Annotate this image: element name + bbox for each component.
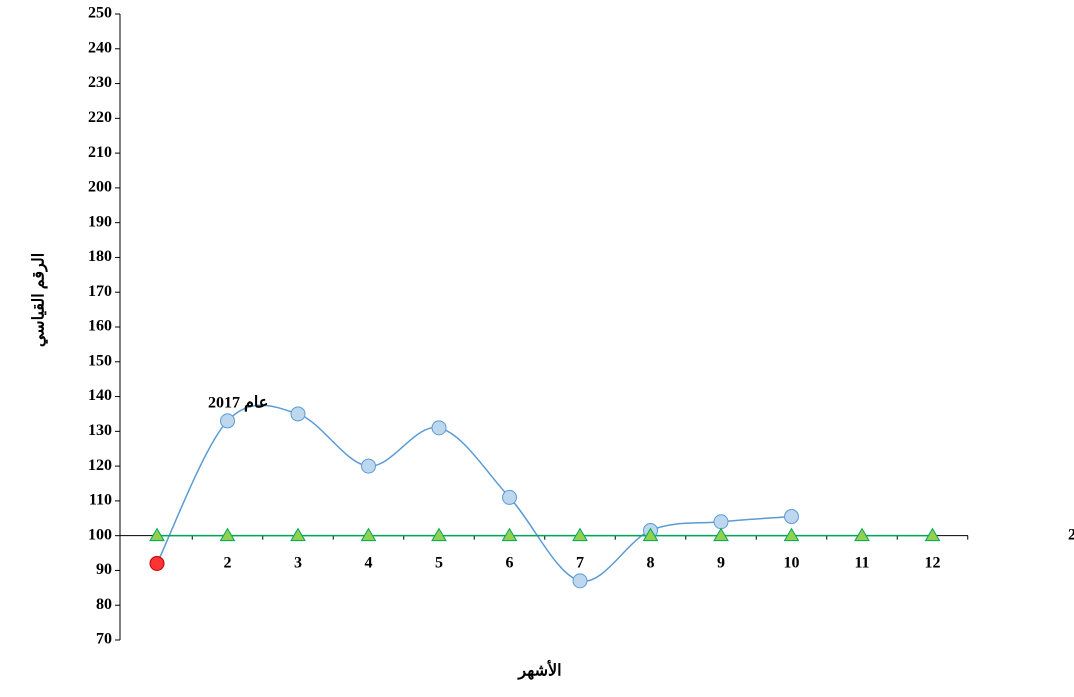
series-label: عام 2017	[208, 395, 268, 413]
point	[713, 527, 729, 542]
y-tick-label: 160	[88, 318, 112, 335]
y-tick-label: 250	[88, 5, 112, 22]
point	[924, 527, 941, 542]
x-tick-label: 12	[925, 554, 941, 571]
x-tick-label: 8	[647, 554, 655, 571]
x-tick-label: 4	[365, 554, 373, 571]
y-tick-label: 200	[88, 179, 112, 196]
point	[713, 514, 729, 530]
y-tick-label: 70	[96, 631, 112, 648]
series-label: عام 2016	[1068, 526, 1074, 544]
series-line	[156, 404, 792, 582]
point	[572, 573, 588, 589]
y-axis-label: الرقم القياسي	[31, 253, 49, 347]
y-tick-label: 80	[96, 596, 112, 613]
x-axis-label: الأشهر	[517, 660, 561, 681]
point	[642, 527, 659, 542]
y-tick-label: 220	[88, 109, 112, 126]
y-tick-label: 180	[88, 248, 112, 265]
x-tick-label: 5	[435, 554, 443, 571]
point	[149, 555, 165, 571]
x-tick-label: 6	[506, 554, 514, 571]
y-tick-label: 150	[88, 352, 112, 369]
point	[784, 509, 799, 525]
point	[431, 420, 447, 436]
point	[290, 527, 306, 542]
y-tick-label: 110	[89, 492, 112, 509]
point	[290, 406, 306, 422]
x-tick-label: 9	[717, 554, 725, 571]
y-tick-label: 100	[88, 526, 112, 543]
point	[783, 527, 800, 542]
x-tick-label: 10	[784, 554, 800, 571]
point	[361, 458, 376, 474]
point	[572, 527, 588, 542]
y-tick-label: 170	[88, 283, 112, 300]
y-tick-label: 190	[88, 213, 112, 230]
point	[431, 527, 447, 542]
point	[854, 527, 870, 542]
point	[501, 527, 518, 542]
y-tick-label: 120	[88, 457, 112, 474]
point	[220, 413, 235, 429]
y-tick-label: 240	[88, 39, 112, 56]
y-tick-label: 210	[88, 144, 112, 161]
point	[149, 527, 165, 542]
point	[219, 527, 236, 542]
x-tick-label: 3	[294, 554, 302, 571]
y-tick-label: 90	[96, 561, 112, 578]
y-tick-label: 130	[88, 422, 112, 439]
point	[502, 489, 517, 505]
point	[360, 527, 377, 542]
x-tick-label: 7	[576, 554, 584, 571]
y-tick-label: 140	[88, 387, 112, 404]
x-tick-label: 11	[854, 554, 869, 571]
y-tick-label: 230	[88, 74, 112, 91]
x-tick-label: 2	[224, 554, 232, 571]
